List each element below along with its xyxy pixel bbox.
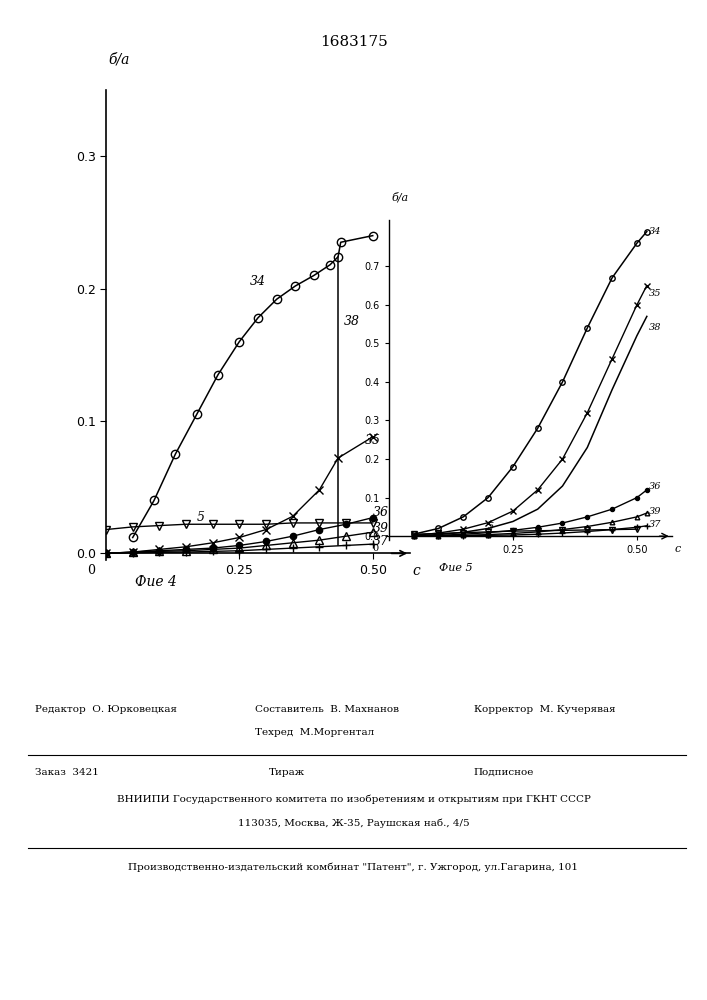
Text: 0: 0 <box>373 544 379 553</box>
Text: 36: 36 <box>373 506 389 519</box>
Text: 113035, Москва, Ж-35, Раушская наб., 4/5: 113035, Москва, Ж-35, Раушская наб., 4/5 <box>238 818 469 828</box>
Text: Техред  М.Моргентал: Техред М.Моргентал <box>255 728 374 737</box>
Text: Тираж: Тираж <box>269 768 305 777</box>
Text: 37: 37 <box>649 520 662 529</box>
Text: Фие 5: Фие 5 <box>439 563 473 573</box>
Text: б/а: б/а <box>109 52 130 66</box>
Text: 39: 39 <box>373 522 389 535</box>
Text: 37: 37 <box>373 535 389 548</box>
Text: 35: 35 <box>365 434 381 447</box>
Text: 5: 5 <box>197 511 205 524</box>
Text: Корректор  М. Кучерявая: Корректор М. Кучерявая <box>474 705 615 714</box>
Text: 35: 35 <box>649 289 662 298</box>
Text: Составитель  В. Махнанов: Составитель В. Махнанов <box>255 705 399 714</box>
Text: Производственно-издательский комбинат "Патент", г. Ужгород, ул.Гагарина, 101: Производственно-издательский комбинат "П… <box>129 863 578 872</box>
Text: Подписное: Подписное <box>474 768 534 777</box>
Text: 38: 38 <box>344 315 359 328</box>
Text: с: с <box>674 544 680 554</box>
Text: 5: 5 <box>488 522 494 531</box>
Text: с: с <box>413 564 421 578</box>
Text: 39: 39 <box>649 507 662 516</box>
Text: 1683175: 1683175 <box>320 35 387 49</box>
Text: Заказ  3421: Заказ 3421 <box>35 768 99 777</box>
Text: 34: 34 <box>250 275 266 288</box>
Text: ВНИИПИ Государственного комитета по изобретениям и открытиям при ГКНТ СССР: ВНИИПИ Государственного комитета по изоб… <box>117 795 590 804</box>
Text: 36: 36 <box>649 482 662 491</box>
Text: 38: 38 <box>649 323 662 332</box>
Text: 0: 0 <box>88 564 95 577</box>
Text: Редактор  О. Юрковецкая: Редактор О. Юрковецкая <box>35 705 177 714</box>
Text: 34: 34 <box>649 227 662 236</box>
Text: Фие 4: Фие 4 <box>134 575 177 589</box>
Text: б/а: б/а <box>392 192 409 203</box>
